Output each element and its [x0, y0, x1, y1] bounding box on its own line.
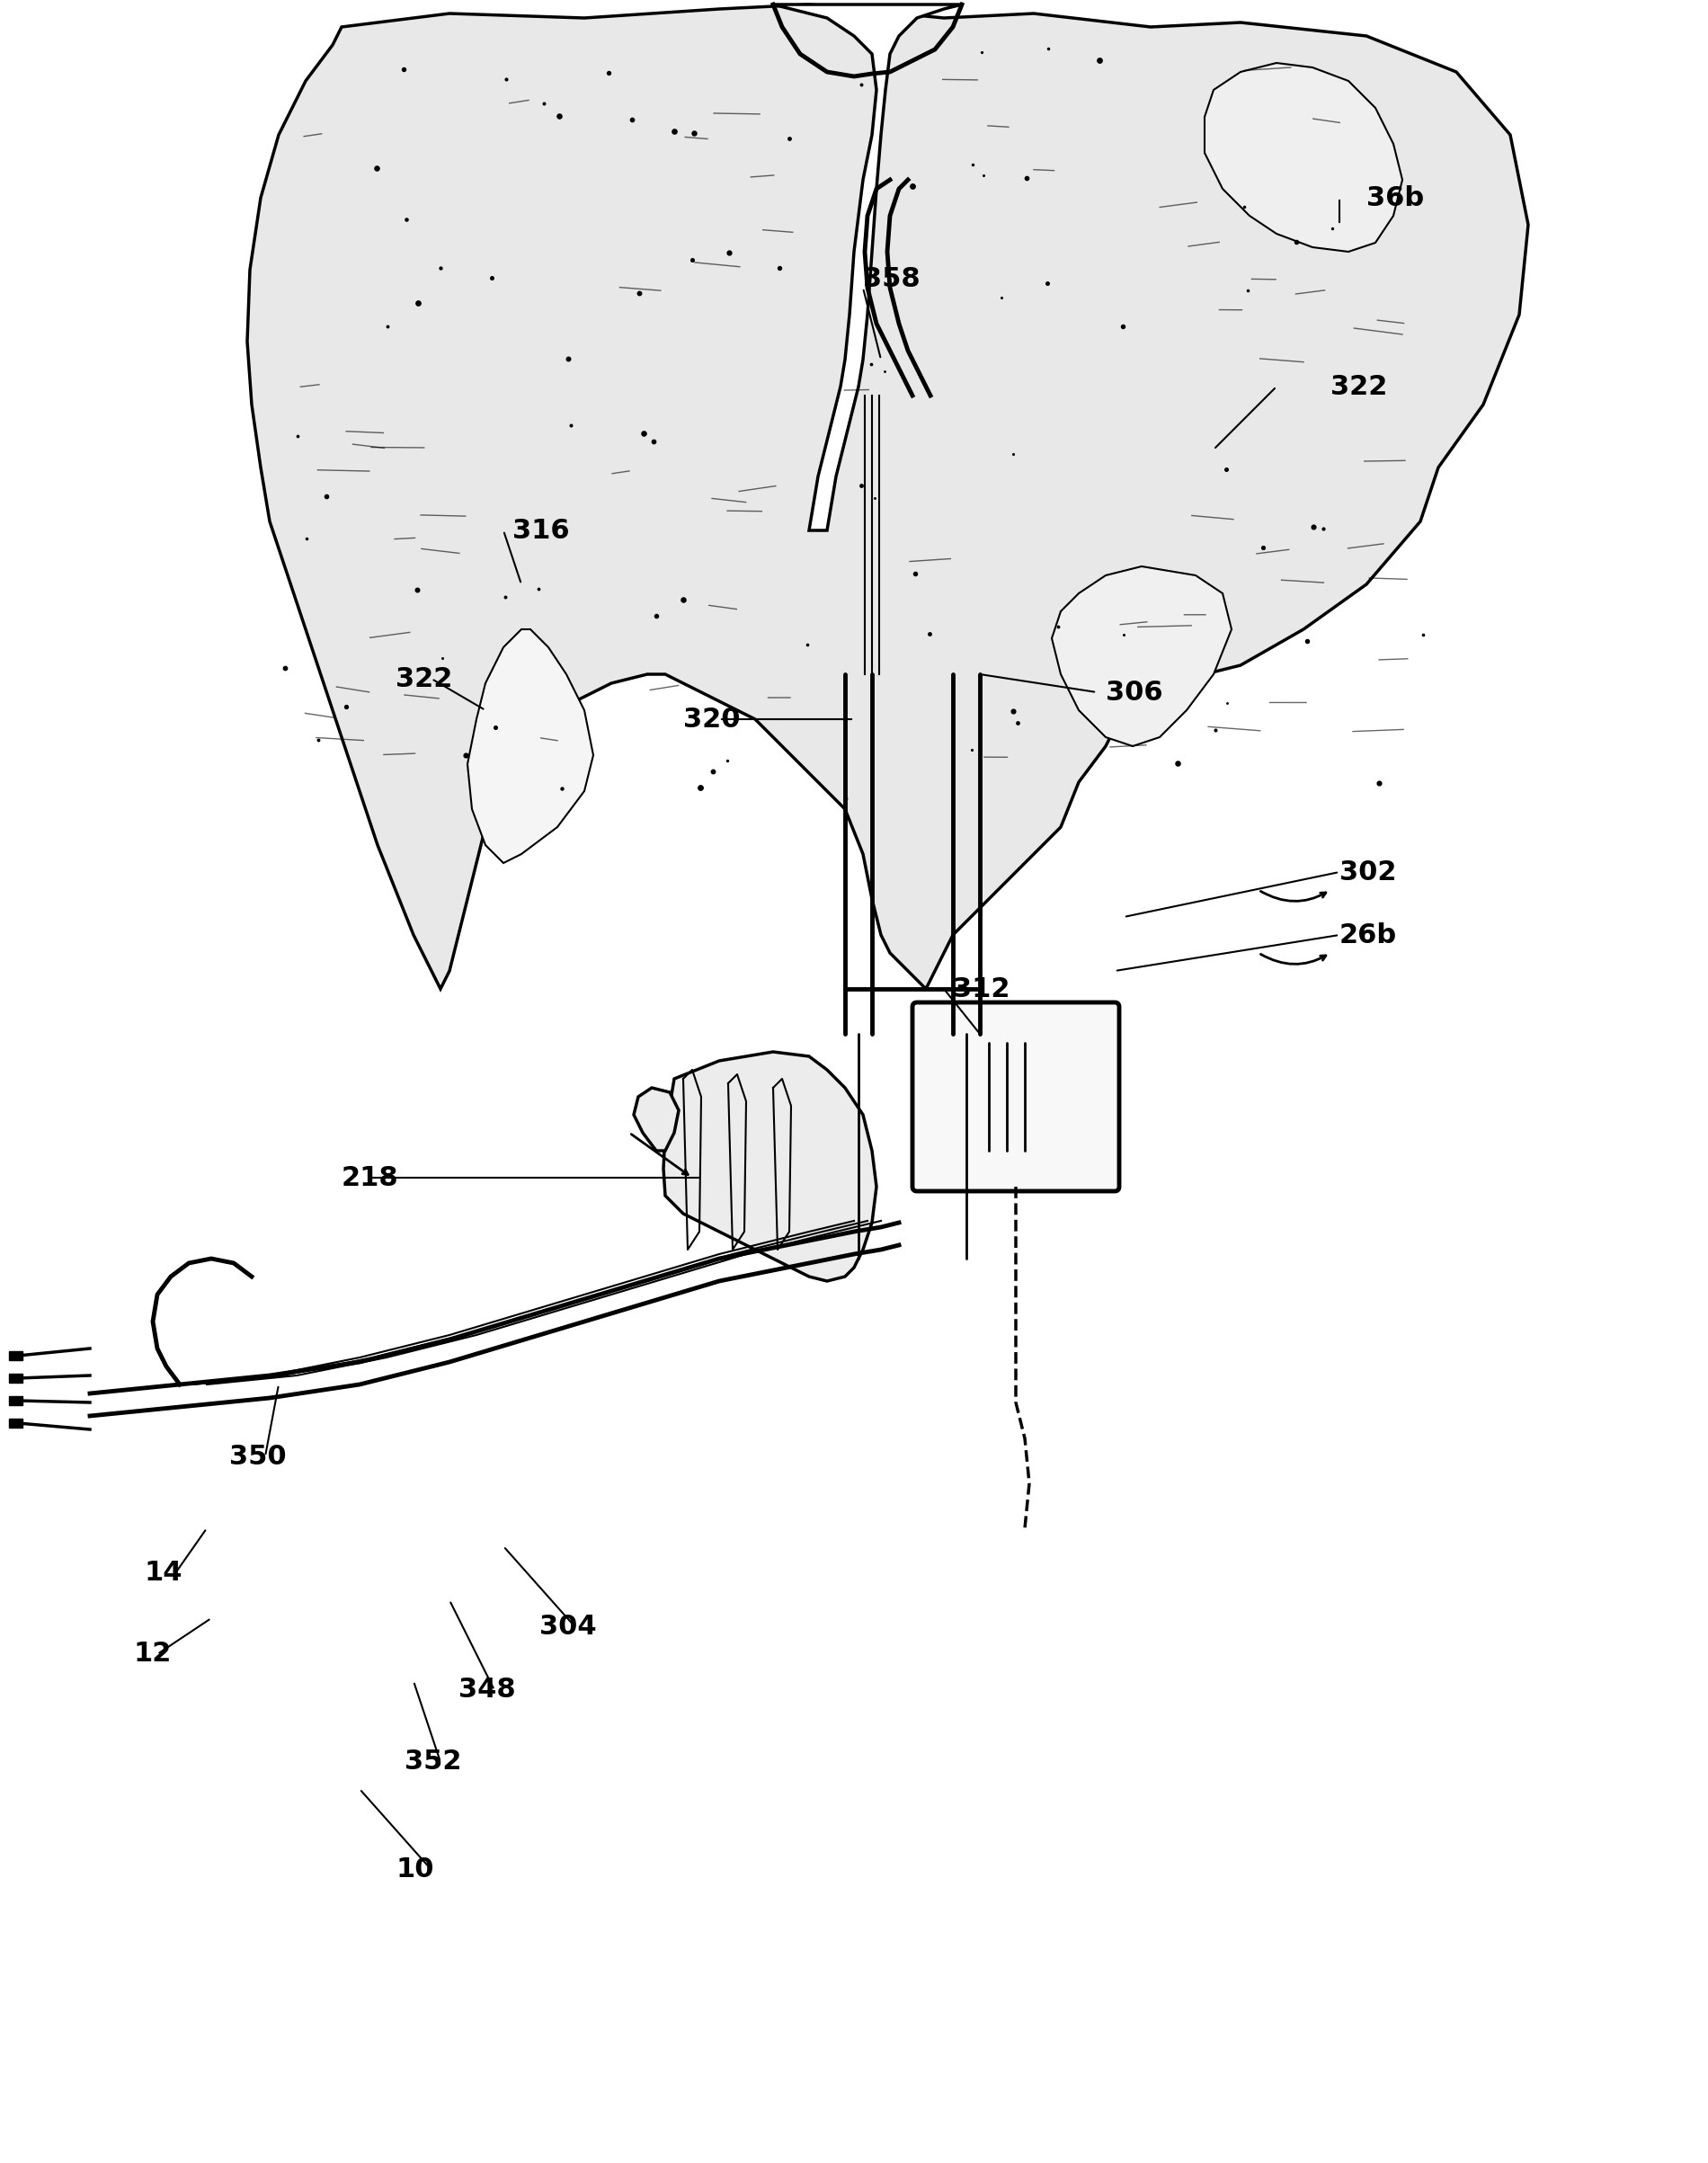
Text: 352: 352: [405, 1750, 461, 1776]
Polygon shape: [634, 1088, 678, 1151]
Text: 218: 218: [342, 1164, 398, 1190]
Text: 14: 14: [143, 1560, 183, 1585]
Text: 322: 322: [396, 666, 453, 692]
Text: 320: 320: [683, 705, 740, 733]
Text: 10: 10: [396, 1856, 434, 1884]
Bar: [9, 1374, 22, 1382]
Text: 304: 304: [540, 1614, 596, 1640]
Polygon shape: [1204, 63, 1402, 251]
Polygon shape: [248, 4, 1529, 988]
Text: 306: 306: [1105, 679, 1163, 705]
Text: 348: 348: [458, 1676, 516, 1702]
Polygon shape: [774, 4, 962, 530]
Text: 36b: 36b: [1366, 184, 1424, 210]
Text: 12: 12: [133, 1642, 171, 1668]
Text: 26b: 26b: [1339, 921, 1397, 947]
Polygon shape: [663, 1051, 876, 1280]
Text: 358: 358: [863, 266, 921, 292]
Text: 316: 316: [512, 517, 569, 543]
FancyBboxPatch shape: [912, 1001, 1119, 1192]
Bar: [9, 1352, 22, 1361]
Text: 322: 322: [1331, 374, 1387, 400]
Bar: [9, 1419, 22, 1428]
Text: 350: 350: [229, 1443, 287, 1469]
Polygon shape: [468, 629, 593, 863]
Polygon shape: [1052, 567, 1231, 746]
Text: 302: 302: [1339, 859, 1397, 885]
Text: 312: 312: [953, 976, 1009, 1001]
Bar: [9, 1395, 22, 1406]
